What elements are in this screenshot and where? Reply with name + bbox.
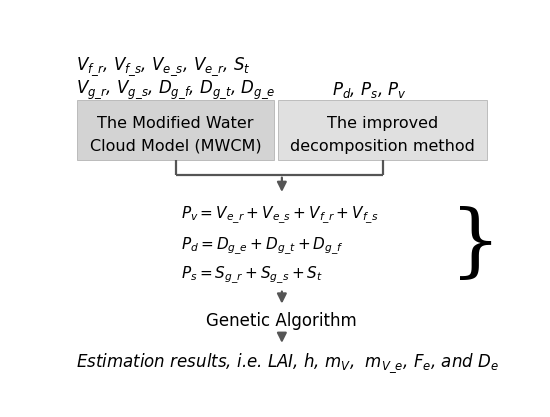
- Text: $V_{g\_r}$, $V_{g\_s}$, $D_{g\_f}$, $D_{g\_t}$, $D_{g\_e}$: $V_{g\_r}$, $V_{g\_s}$, $D_{g\_f}$, $D_{…: [76, 79, 276, 101]
- Text: }: }: [450, 206, 501, 284]
- Text: $V_{f\_r}$, $V_{f\_s}$, $V_{e\_s}$, $V_{e\_r}$, $S_t$: $V_{f\_r}$, $V_{f\_s}$, $V_{e\_s}$, $V_{…: [76, 56, 251, 78]
- FancyBboxPatch shape: [76, 100, 274, 160]
- Text: The Modified Water: The Modified Water: [97, 116, 254, 131]
- Text: $P_v = V_{e\_r} + V_{e\_s} + V_{f\_r} + V_{f\_s}$: $P_v = V_{e\_r} + V_{e\_s} + V_{f\_r} + …: [181, 205, 379, 226]
- Text: $P_d = D_{g\_e} + D_{g\_t} + D_{g\_f}$: $P_d = D_{g\_e} + D_{g\_t} + D_{g\_f}$: [181, 236, 344, 257]
- Text: Cloud Model (MWCM): Cloud Model (MWCM): [90, 139, 261, 154]
- Text: $P_s = S_{g\_r} + S_{g\_s} + S_t$: $P_s = S_{g\_r} + S_{g\_s} + S_t$: [181, 265, 323, 286]
- Text: Genetic Algorithm: Genetic Algorithm: [206, 312, 358, 330]
- Text: Estimation results, i.e. LAI, $h$, $m_V$,  $m_{V\_e}$, $F_e$, and $D_e$: Estimation results, i.e. LAI, $h$, $m_V$…: [76, 352, 499, 375]
- Text: The improved: The improved: [327, 116, 438, 131]
- Text: $P_d$, $P_s$, $P_v$: $P_d$, $P_s$, $P_v$: [332, 80, 407, 100]
- FancyBboxPatch shape: [278, 100, 487, 160]
- Text: decomposition method: decomposition method: [290, 139, 475, 154]
